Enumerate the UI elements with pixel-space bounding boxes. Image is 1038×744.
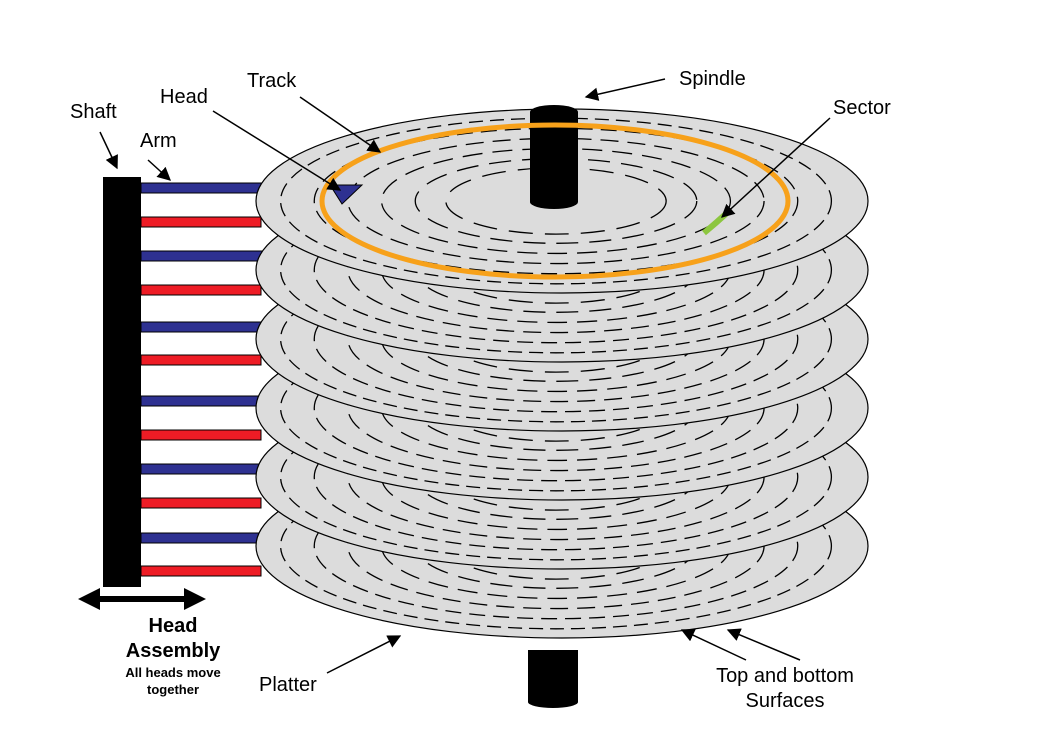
arm-label: Arm: [140, 130, 177, 152]
head-assembly-label-line1: Head: [149, 615, 198, 637]
surfaces-leader-bottom: [726, 628, 801, 661]
spindle-bottom: [528, 650, 578, 702]
track-label: Track: [247, 70, 297, 92]
sector-leader: [721, 117, 831, 218]
bottom-arm: [140, 354, 262, 366]
surfaces-label-line1: Top and bottom: [716, 665, 854, 687]
surfaces-label-line2: Surfaces: [746, 690, 825, 712]
surfaces-leader-top: [680, 629, 747, 661]
bottom-arm: [140, 284, 262, 296]
head-assembly-note-line1: All heads move: [125, 665, 220, 680]
shaft: [103, 177, 141, 587]
head-leader: [212, 110, 342, 191]
platter-stack: [255, 108, 869, 639]
spindle-bottom-cap: [528, 696, 578, 708]
shaft-leader: [99, 131, 118, 170]
head-assembly-note-line2: together: [147, 682, 199, 697]
track-highlight: [319, 122, 791, 280]
platter-leader: [326, 635, 402, 674]
sector-label: Sector: [833, 97, 891, 119]
bottom-arm: [140, 429, 262, 441]
head-movement-arrow: [78, 588, 206, 610]
platter-label: Platter: [259, 674, 317, 696]
spindle-label: Spindle: [679, 68, 746, 90]
head-label: Head: [160, 86, 208, 108]
bottom-arm: [140, 216, 262, 228]
leader-lines: [99, 78, 831, 674]
bottom-arm: [140, 497, 262, 509]
bottom-arm: [140, 565, 262, 577]
shaft-label: Shaft: [70, 101, 117, 123]
head-assembly-label-line2: Assembly: [126, 640, 221, 662]
spindle-leader: [584, 78, 666, 101]
track-leader: [299, 96, 382, 153]
arm-leader: [147, 159, 171, 181]
spindle: [530, 105, 578, 209]
